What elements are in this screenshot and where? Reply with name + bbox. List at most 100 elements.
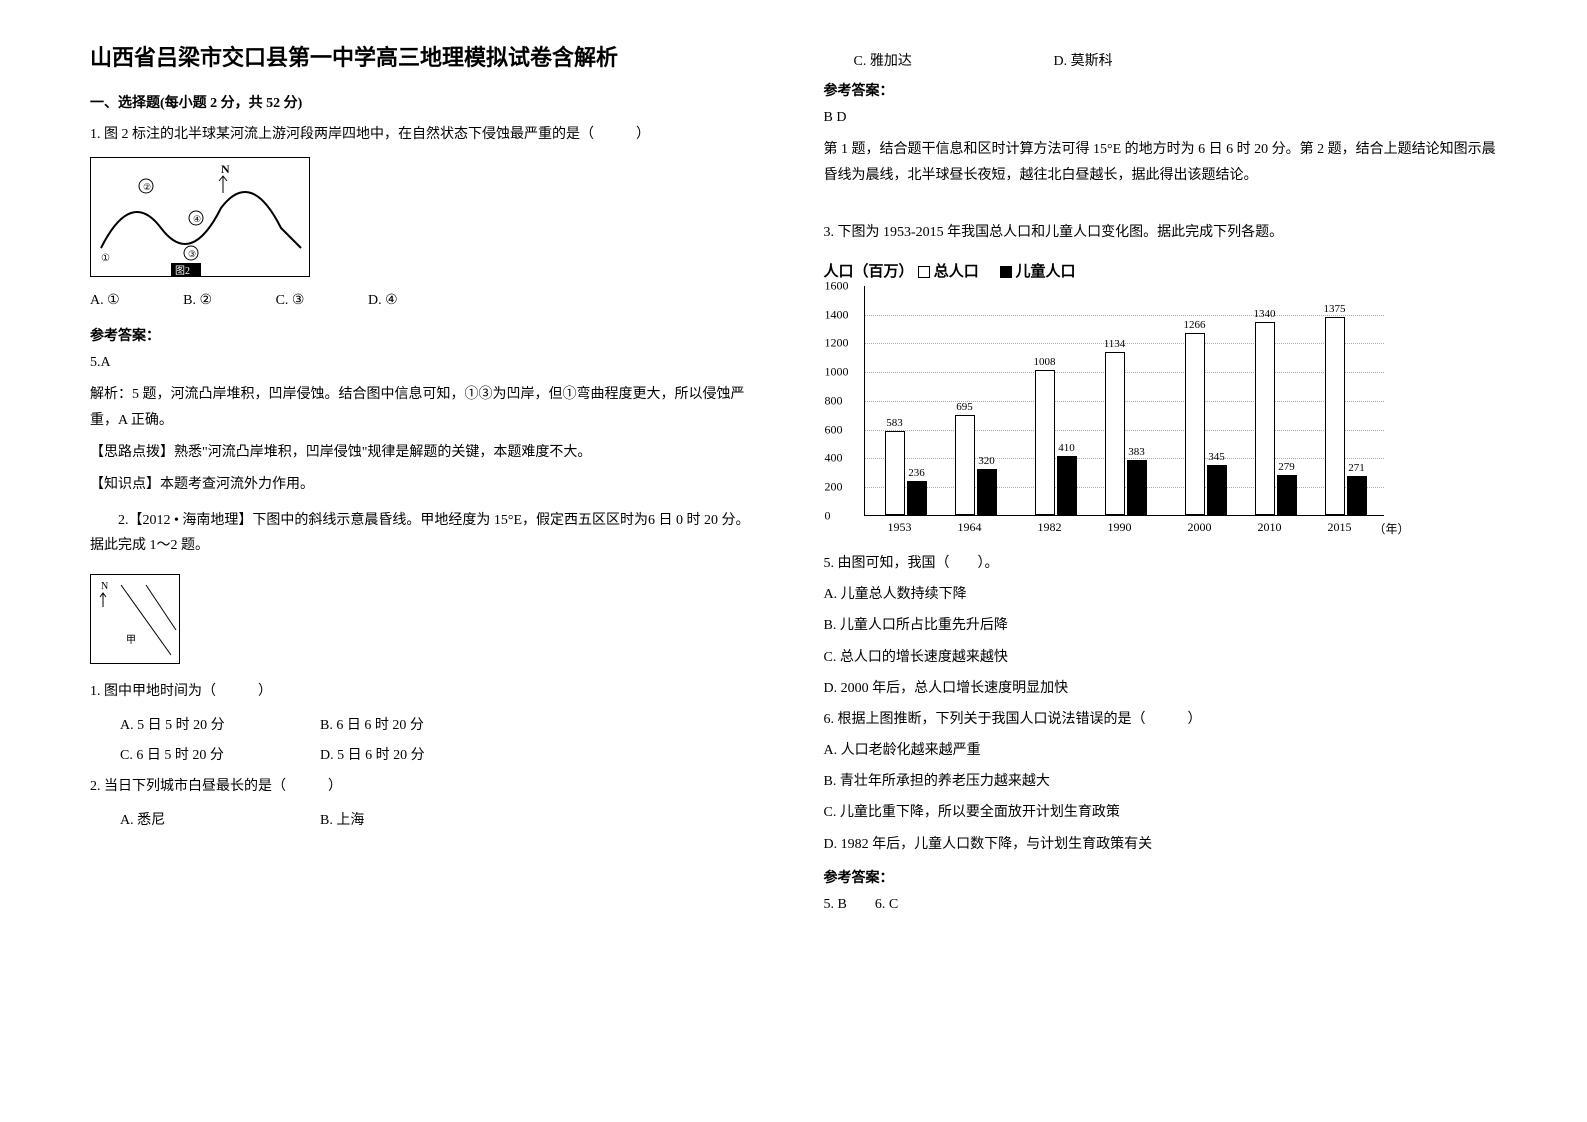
bar-child-label: 271 bbox=[1345, 462, 1369, 474]
ytick-label: 1600 bbox=[825, 278, 849, 293]
q2-2-opt-a: A. 悉尼 bbox=[120, 809, 320, 829]
bar-total-label: 695 bbox=[953, 401, 977, 413]
q3-6-opt-a: A. 人口老龄化越来越严重 bbox=[824, 738, 1498, 763]
legend-child-icon bbox=[1000, 266, 1012, 278]
left-column: 山西省吕梁市交口县第一中学高三地理模拟试卷含解析 一、选择题(每小题 2 分，共… bbox=[60, 40, 794, 1082]
xtick-label: 2015 bbox=[1328, 520, 1352, 535]
bar-child-label: 279 bbox=[1275, 461, 1299, 473]
bar-child-label: 320 bbox=[975, 455, 999, 467]
q1-diagram: ② ④ ③ ① N 图2 bbox=[90, 157, 310, 277]
xtick-label: 1953 bbox=[888, 520, 912, 535]
q1-opt-a: A. ① bbox=[90, 293, 120, 308]
q2-1-opt-a: A. 5 日 5 时 20 分 bbox=[120, 714, 320, 734]
q1-opt-d: D. ④ bbox=[368, 293, 398, 308]
ytick-label: 600 bbox=[825, 422, 843, 437]
xtick-label: 2000 bbox=[1188, 520, 1212, 535]
q1-expl3: 【知识点】本题考查河流外力作用。 bbox=[90, 472, 764, 499]
bar-chart-area: 0200400600800100012001400160058323669532… bbox=[864, 286, 1384, 516]
q2-sub1: 1. 图中甲地时间为（ ） bbox=[90, 679, 764, 704]
q2-diagram: N 甲 bbox=[90, 574, 180, 664]
bar-total-label: 1266 bbox=[1183, 319, 1207, 331]
page-title: 山西省吕梁市交口县第一中学高三地理模拟试卷含解析 bbox=[90, 40, 764, 72]
bar-child-label: 410 bbox=[1055, 442, 1079, 454]
section-1-title: 一、选择题(每小题 2 分，共 52 分) bbox=[90, 92, 764, 112]
xtick-label: 1990 bbox=[1108, 520, 1132, 535]
north-label-2: N bbox=[101, 581, 108, 592]
q2-sub2-options-row2: C. 雅加达D. 莫斯科 bbox=[824, 50, 1498, 70]
q1-options: A. ① B. ② C. ③ D. ④ bbox=[90, 287, 764, 315]
ytick-label: 400 bbox=[825, 451, 843, 466]
q1-ans-title: 参考答案： bbox=[90, 325, 764, 345]
q3-stem: 3. 下图为 1953-2015 年我国总人口和儿童人口变化图。据此完成下列各题… bbox=[824, 220, 1498, 245]
q2-sub1-options: A. 5 日 5 时 20 分B. 6 日 6 时 20 分 C. 6 日 5 … bbox=[90, 714, 764, 764]
q3-ans: 5. B 6. C bbox=[824, 892, 1498, 919]
q2-2-opt-d: D. 莫斯科 bbox=[1054, 50, 1254, 70]
bar-child bbox=[907, 481, 927, 515]
bar-total-label: 1008 bbox=[1033, 356, 1057, 368]
q1-expl2: 【思路点拨】熟悉"河流凸岸堆积，凹岸侵蚀"规律是解题的关键，本题难度不大。 bbox=[90, 440, 764, 467]
q3-5-opt-d: D. 2000 年后，总人口增长速度明显加快 bbox=[824, 676, 1498, 701]
q2-ans-title: 参考答案： bbox=[824, 80, 1498, 100]
north-label: N bbox=[221, 162, 230, 176]
svg-text:①: ① bbox=[101, 253, 110, 264]
svg-text:④: ④ bbox=[193, 214, 201, 224]
bar-child bbox=[977, 469, 997, 515]
bar-child bbox=[1127, 460, 1147, 515]
bar-total bbox=[885, 431, 905, 515]
q2-2-opt-b: B. 上海 bbox=[320, 809, 520, 829]
q1-expl1: 解析：5 题，河流凸岸堆积，凹岸侵蚀。结合图中信息可知，①③为凹岸，但①弯曲程度… bbox=[90, 382, 764, 435]
ytick-label: 800 bbox=[825, 393, 843, 408]
xtick-label: 1982 bbox=[1038, 520, 1062, 535]
x-axis-suffix: （年） bbox=[1374, 520, 1410, 537]
bar-total bbox=[1185, 333, 1205, 515]
q1-ans: 5.A bbox=[90, 350, 764, 377]
q1-opt-c: C. ③ bbox=[276, 293, 305, 308]
q3-6-opt-c: C. 儿童比重下降，所以要全面放开计划生育政策 bbox=[824, 800, 1498, 825]
bar-total-label: 1340 bbox=[1253, 308, 1277, 320]
right-column: C. 雅加达D. 莫斯科 参考答案： B D 第 1 题，结合题干信息和区时计算… bbox=[794, 40, 1528, 1082]
q2-1-opt-d: D. 5 日 6 时 20 分 bbox=[320, 744, 520, 764]
q3-5-opt-a: A. 儿童总人数持续下降 bbox=[824, 582, 1498, 607]
q3-5-opt-c: C. 总人口的增长速度越来越快 bbox=[824, 645, 1498, 670]
q2-1-opt-b: B. 6 日 6 时 20 分 bbox=[320, 714, 520, 734]
legend-child-text: 儿童人口 bbox=[1016, 263, 1076, 280]
q3-chart: 人口（百万） 总人口 儿童人口 020040060080010001200140… bbox=[824, 260, 1498, 536]
bar-total-label: 1375 bbox=[1323, 303, 1347, 315]
q2-2-opt-c: C. 雅加达 bbox=[854, 50, 1054, 70]
bar-child-label: 345 bbox=[1205, 451, 1229, 463]
fig2-label: 图2 bbox=[175, 265, 190, 277]
ytick-label: 1200 bbox=[825, 336, 849, 351]
ytick-label: 0 bbox=[825, 508, 831, 523]
point-jia: 甲 bbox=[126, 635, 136, 646]
bar-total bbox=[1325, 317, 1345, 515]
xtick-label: 1964 bbox=[958, 520, 982, 535]
legend-total-text: 总人口 bbox=[934, 263, 979, 280]
q1-opt-b: B. ② bbox=[183, 293, 212, 308]
bar-child bbox=[1347, 476, 1367, 515]
q3-6-opt-b: B. 青壮年所承担的养老压力越来越大 bbox=[824, 769, 1498, 794]
q1-stem: 1. 图 2 标注的北半球某河流上游河段两岸四地中，在自然状态下侵蚀最严重的是（… bbox=[90, 122, 764, 147]
bar-child-label: 383 bbox=[1125, 446, 1149, 458]
ytick-label: 1000 bbox=[825, 365, 849, 380]
bar-child bbox=[1277, 475, 1297, 515]
x-axis: 1953196419821990200020102015（年） bbox=[864, 516, 1384, 536]
bar-total bbox=[1105, 352, 1125, 515]
bar-total-label: 1134 bbox=[1103, 338, 1127, 350]
q3-6-opt-d: D. 1982 年后，儿童人口数下降，与计划生育政策有关 bbox=[824, 832, 1498, 857]
bar-total bbox=[1035, 370, 1055, 515]
q3-sub5: 5. 由图可知，我国（ ）。 bbox=[824, 551, 1498, 576]
bar-child bbox=[1057, 456, 1077, 515]
ytick-label: 200 bbox=[825, 480, 843, 495]
ytick-label: 1400 bbox=[825, 307, 849, 322]
chart-legend-row: 人口（百万） 总人口 儿童人口 bbox=[824, 260, 1498, 281]
q3-ans-title: 参考答案： bbox=[824, 867, 1498, 887]
q3-5-opt-b: B. 儿童人口所占比重先升后降 bbox=[824, 613, 1498, 638]
q2-sub2: 2. 当日下列城市白昼最长的是（ ） bbox=[90, 774, 764, 799]
bar-total bbox=[1255, 322, 1275, 515]
q2-expl: 第 1 题，结合题干信息和区时计算方法可得 15°E 的地方时为 6 日 6 时… bbox=[824, 137, 1498, 190]
legend-total-icon bbox=[918, 266, 930, 278]
y-axis-label: 人口（百万） bbox=[824, 263, 914, 280]
svg-text:③: ③ bbox=[188, 249, 196, 259]
q2-1-opt-c: C. 6 日 5 时 20 分 bbox=[120, 744, 320, 764]
q2-stem: 2.【2012 • 海南地理】下图中的斜线示意晨昏线。甲地经度为 15°E，假定… bbox=[90, 508, 764, 558]
